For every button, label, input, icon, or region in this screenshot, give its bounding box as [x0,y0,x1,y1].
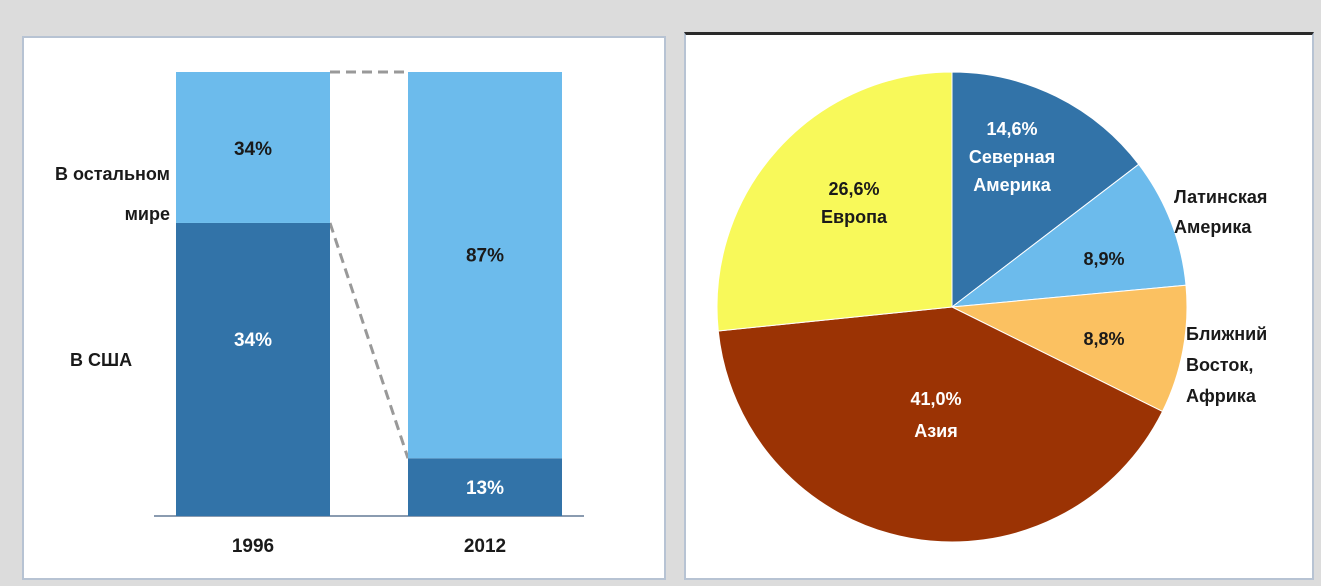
data-label-2012-usa: 13% [466,478,504,499]
data-label-2012-rest: 87% [466,245,504,266]
pie-slice-north-america [951,71,1140,309]
series-label-rest-line1: В остальном [55,164,170,184]
pie-slice-europe [716,71,953,332]
x-tick-1996: 1996 [232,536,274,557]
pie-label-north-america-value: 14,6% [986,119,1037,139]
stacked-bar-chart-panel: 34% 34% 87% 13% В остальном мире В США 1… [22,36,666,580]
bar-1996-usa [176,222,330,516]
pie-label-latin-america-line1: Латинская [1174,187,1267,207]
pie-label-north-america-line2: Северная [969,147,1055,167]
pie-label-middle-east-line1: Ближний [1186,324,1267,344]
pie-label-middle-east-line3: Африка [1186,386,1257,406]
pie-slice-middle-east-africa [950,284,1188,413]
bar-1996-rest [176,72,330,223]
pie-label-north-america-line3: Америка [973,175,1051,195]
series-label-rest-line2: мире [125,204,170,224]
pie-slice-asia [717,306,1164,543]
series-label-usa: В США [70,350,132,370]
pie-label-latin-america-value: 8,9% [1083,249,1124,269]
pie-slice-latin-america [950,163,1187,308]
pie-chart-panel: 14,6% Северная Америка 8,9% Латинская Ам… [684,32,1314,580]
pie-label-middle-east-value: 8,8% [1083,329,1124,349]
bar-2012-usa [408,458,562,516]
pie-label-europe-value: 26,6% [828,179,879,199]
x-tick-2012: 2012 [464,536,506,557]
pie-label-asia-line2: Азия [914,421,958,441]
data-label-1996-rest: 34% [234,139,272,160]
bar-2012-rest [408,72,562,459]
data-label-1996-usa: 34% [234,330,272,351]
pie-label-europe-line2: Европа [821,207,888,227]
pie-chart: 14,6% Северная Америка 8,9% Латинская Ам… [716,71,1267,543]
stacked-bar-chart: 34% 34% 87% 13% В остальном мире В США 1… [55,70,584,557]
pie-label-latin-america-line2: Америка [1174,217,1252,237]
pie-label-asia-value: 41,0% [910,389,961,409]
connector-mid [328,222,410,459]
pie-label-middle-east-line2: Восток, [1186,355,1253,375]
